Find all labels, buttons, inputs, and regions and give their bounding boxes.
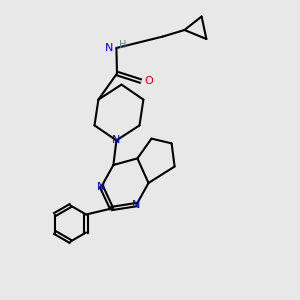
Text: N: N [104,43,113,53]
Text: O: O [144,76,153,86]
Text: N: N [132,200,141,210]
Text: N: N [112,135,121,146]
Text: N: N [97,182,106,192]
Text: H: H [119,40,127,50]
